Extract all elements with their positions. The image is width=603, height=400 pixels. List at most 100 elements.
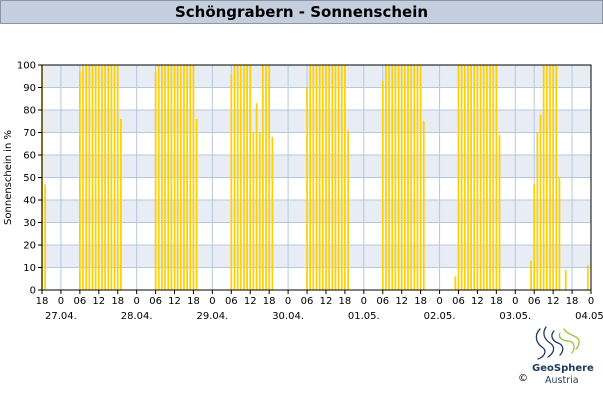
x-tick-label: 12: [168, 296, 181, 307]
sunshine-bar: [170, 65, 173, 290]
x-tick-label: 06: [528, 296, 541, 307]
sunshine-bar: [486, 65, 488, 290]
sunshine-bar: [397, 65, 400, 290]
sunshine-bar: [88, 65, 91, 290]
sunshine-bar: [246, 65, 248, 290]
sunshine-bar: [552, 65, 555, 290]
sunshine-bar: [113, 65, 116, 290]
y-tick-label: 90: [23, 83, 36, 94]
x-tick-label: 18: [263, 296, 276, 307]
x-tick-label: 0: [285, 296, 291, 307]
x-tick-label: 0: [512, 296, 518, 307]
sunshine-bar: [265, 65, 267, 290]
x-date-label: 29.04.: [196, 311, 228, 322]
sunshine-bar: [331, 65, 334, 290]
sunshine-bar: [318, 65, 321, 290]
x-tick-label: 18: [111, 296, 124, 307]
x-tick-label: 12: [92, 296, 105, 307]
sunshine-bar: [91, 65, 94, 290]
sunshine-bar: [470, 65, 472, 290]
sunshine-bar: [94, 65, 97, 290]
sunshine-bar: [454, 276, 457, 290]
sunshine-bar: [542, 65, 545, 290]
sunshine-bar: [116, 65, 119, 290]
sunshine-bar: [164, 65, 166, 290]
sunshine-bar: [334, 65, 337, 290]
sunshine-bar: [344, 65, 346, 290]
x-date-label: 04.05.: [575, 311, 603, 322]
sunshine-bar: [268, 65, 271, 290]
sunshine-bar: [422, 121, 425, 290]
y-tick-label: 70: [23, 128, 36, 139]
sunshine-bar: [495, 65, 498, 290]
x-tick-label: 06: [376, 296, 389, 307]
sunshine-bar: [385, 65, 387, 290]
sunshine-bar: [476, 65, 479, 290]
x-tick-label: 0: [58, 296, 64, 307]
x-tick-label: 06: [149, 296, 162, 307]
sunshine-bar: [337, 65, 340, 290]
sunshine-bar: [558, 177, 561, 290]
sunshine-bar: [183, 65, 185, 290]
y-tick-label: 30: [23, 218, 36, 229]
sunshine-bar: [107, 65, 110, 290]
sunshine-bar: [498, 134, 501, 290]
y-tick-label: 20: [23, 241, 36, 252]
x-date-label: 03.05.: [499, 311, 531, 322]
x-axis-ticks: 18 0 06 12 18 0 06 12 18 0 06 12 18 0 06 12 18 0 06 12 18 0 06…: [36, 290, 603, 322]
sunshine-bar: [530, 260, 532, 290]
x-tick-label: 0: [209, 296, 215, 307]
x-tick-label: 18: [339, 296, 352, 307]
sunshine-bar: [167, 65, 170, 290]
sunshine-bar: [315, 65, 318, 290]
x-tick-label: 18: [414, 296, 427, 307]
geosphere-logo-icon: [535, 326, 580, 360]
x-tick-label: 18: [187, 296, 200, 307]
x-tick-label: 0: [436, 296, 442, 307]
sunshine-bar: [492, 65, 495, 290]
sunshine-bar: [306, 87, 308, 290]
sunshine-bar: [189, 65, 192, 290]
y-tick-label: 50: [23, 173, 36, 184]
sunshine-bar: [312, 65, 315, 290]
x-tick-label: 18: [566, 296, 579, 307]
sunshine-bar: [467, 65, 469, 290]
sunshine-bar: [388, 65, 390, 290]
sunshine-bar: [347, 130, 349, 290]
sunshine-bar: [195, 119, 198, 290]
sunshine-bar: [321, 65, 324, 290]
x-date-label: 28.04.: [121, 311, 153, 322]
sunshine-bar: [549, 65, 551, 290]
chart-title: Schöngrabern - Sonnenschein: [174, 3, 429, 21]
sunshine-bar: [82, 65, 84, 290]
y-axis-ticks: 0 10 20 30 40 50 60 70 80 90 100: [17, 61, 42, 297]
x-tick-label: 18: [36, 296, 49, 307]
sunshine-bar: [154, 71, 157, 290]
y-tick-label: 60: [23, 151, 36, 162]
x-tick-label: 12: [547, 296, 560, 307]
sunshine-bar: [403, 65, 406, 290]
chart-header: Schöngrabern - Sonnenschein: [0, 0, 603, 24]
copyright-symbol: ©: [518, 373, 528, 384]
sunshine-bar: [460, 65, 463, 290]
y-tick-label: 10: [23, 263, 36, 274]
sunshine-bar: [533, 184, 536, 290]
sunshine-bar: [463, 65, 466, 290]
x-date-label: 01.05.: [348, 311, 380, 322]
sunshine-bar: [457, 65, 460, 290]
sunshine-bar: [340, 65, 343, 290]
sunshine-bar: [261, 65, 264, 290]
y-axis-title: Sonnenschein in %: [3, 130, 14, 225]
sunshine-bar: [413, 65, 416, 290]
geosphere-logo-name: GeoSphere: [532, 363, 594, 374]
sunshine-bar: [271, 137, 274, 290]
sunshine-bar: [479, 65, 482, 290]
x-tick-label: 0: [133, 296, 139, 307]
sunshine-bar: [381, 80, 384, 290]
sunshine-bar: [586, 265, 589, 290]
sunshine-bar: [243, 65, 245, 290]
x-tick-label: 0: [588, 296, 594, 307]
sunshine-bar: [236, 65, 239, 290]
